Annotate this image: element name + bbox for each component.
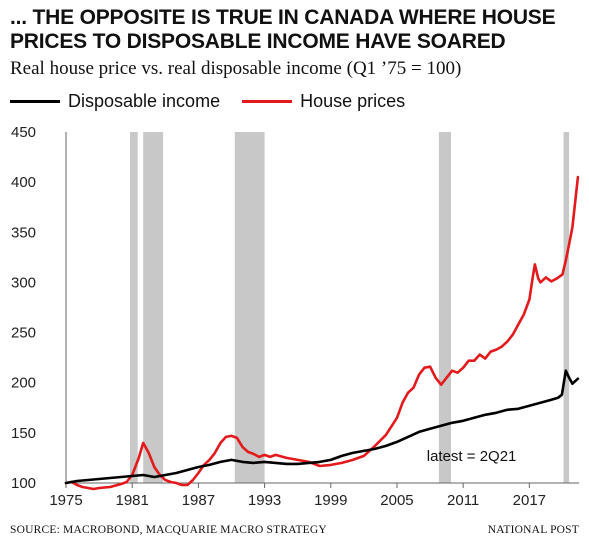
series-line-house-prices <box>64 175 580 491</box>
x-tick-label-1993: 1993 <box>248 492 281 509</box>
legend-swatch-house-prices <box>242 99 293 103</box>
footer: SOURCE: MACROBOND, MACQUARIE MACRO STRAT… <box>10 524 579 536</box>
y-tick-label-450: 450 <box>11 124 36 141</box>
chart-title: ... THE OPPOSITE IS TRUE IN CANADA WHERE… <box>10 6 556 53</box>
y-tick-label-350: 350 <box>11 224 36 241</box>
recession-band-3 <box>438 132 452 483</box>
legend-item-disposable-income: Disposable income <box>10 91 220 112</box>
chart-subtitle: Real house price vs. real disposable inc… <box>10 58 462 79</box>
y-tick-label-400: 400 <box>11 174 36 191</box>
y-tick-label-150: 150 <box>11 425 36 442</box>
legend-label-disposable-income: Disposable income <box>68 90 221 111</box>
publisher-credit: NATIONAL POST <box>487 524 579 536</box>
legend-label-house-prices: House prices <box>300 90 406 111</box>
x-tick-label-2011: 2011 <box>447 492 479 509</box>
x-tick-label-2017: 2017 <box>513 492 546 509</box>
y-tick-label-200: 200 <box>11 375 36 392</box>
legend-item-house-prices: House prices <box>242 91 405 112</box>
latest-annotation: latest = 2Q21 <box>427 448 517 465</box>
recession-band-4 <box>563 132 570 483</box>
y-tick-label-100: 100 <box>11 475 36 492</box>
source-note: SOURCE: MACROBOND, MACQUARIE MACRO STRAT… <box>10 524 327 536</box>
legend: Disposable income House prices <box>10 89 427 113</box>
x-tick-label-1999: 1999 <box>314 492 347 509</box>
recession-band-0 <box>129 132 138 483</box>
x-tick-label-1987: 1987 <box>182 492 215 509</box>
y-tick-label-300: 300 <box>11 274 36 291</box>
legend-swatch-disposable-income <box>10 99 60 103</box>
y-tick-label-250: 250 <box>11 325 36 342</box>
recession-band-1 <box>143 132 164 483</box>
x-tick-label-2005: 2005 <box>380 492 413 509</box>
x-tick-label-1981: 1981 <box>116 492 149 509</box>
series-line-disposable-income <box>64 369 580 485</box>
line-chart: 100 150 200 250 300 350 400 450 1975 1981 1987 1993… <box>11 124 580 509</box>
x-tick-label-1975: 1975 <box>49 492 82 509</box>
recession-band-2 <box>234 132 265 483</box>
